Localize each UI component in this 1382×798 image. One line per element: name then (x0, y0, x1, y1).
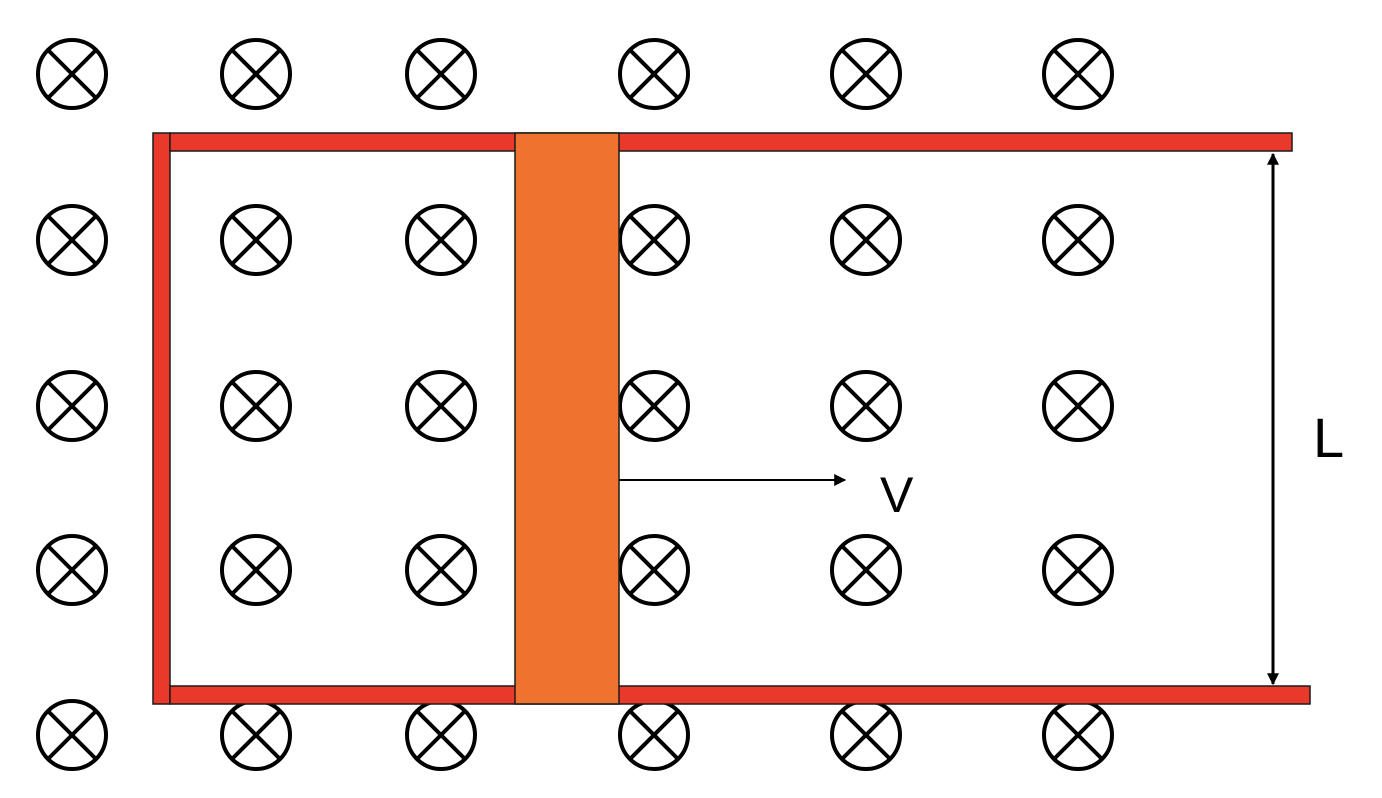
magnetic-field-into-page-icon (220, 38, 292, 110)
magnetic-field-into-page-icon (618, 534, 690, 606)
length-label: L (1313, 406, 1344, 469)
bottom-rail (169, 685, 1311, 705)
magnetic-field-into-page-icon (1042, 370, 1114, 442)
magnetic-field-into-page-icon (1042, 534, 1114, 606)
magnetic-field-into-page-icon (405, 204, 477, 276)
magnetic-field-into-page-icon (220, 204, 292, 276)
magnetic-field-into-page-icon (830, 534, 902, 606)
magnetic-field-into-page-icon (220, 699, 292, 771)
top-rail (169, 132, 1293, 152)
magnetic-field-into-page-icon (36, 38, 108, 110)
magnetic-field-grid (36, 38, 1114, 771)
magnetic-field-into-page-icon (36, 534, 108, 606)
magnetic-field-into-page-icon (830, 204, 902, 276)
magnetic-field-into-page-icon (618, 370, 690, 442)
magnetic-field-into-page-icon (36, 204, 108, 276)
magnetic-field-into-page-icon (618, 38, 690, 110)
magnetic-field-into-page-icon (220, 370, 292, 442)
magnetic-field-into-page-icon (405, 534, 477, 606)
magnetic-field-into-page-icon (1042, 699, 1114, 771)
magnetic-field-into-page-icon (405, 370, 477, 442)
magnetic-field-into-page-icon (405, 38, 477, 110)
magnetic-field-into-page-icon (36, 370, 108, 442)
magnetic-field-into-page-icon (220, 534, 292, 606)
left-rail (152, 132, 171, 705)
magnetic-field-into-page-icon (830, 370, 902, 442)
magnetic-field-into-page-icon (405, 699, 477, 771)
velocity-label: V (880, 467, 914, 523)
magnetic-field-into-page-icon (618, 699, 690, 771)
magnetic-field-into-page-icon (36, 699, 108, 771)
sliding-conductor-bar (514, 132, 620, 705)
magnetic-field-into-page-icon (1042, 38, 1114, 110)
magnetic-field-into-page-icon (618, 204, 690, 276)
magnetic-field-into-page-icon (830, 699, 902, 771)
magnetic-field-into-page-icon (1042, 204, 1114, 276)
magnetic-field-into-page-icon (830, 38, 902, 110)
